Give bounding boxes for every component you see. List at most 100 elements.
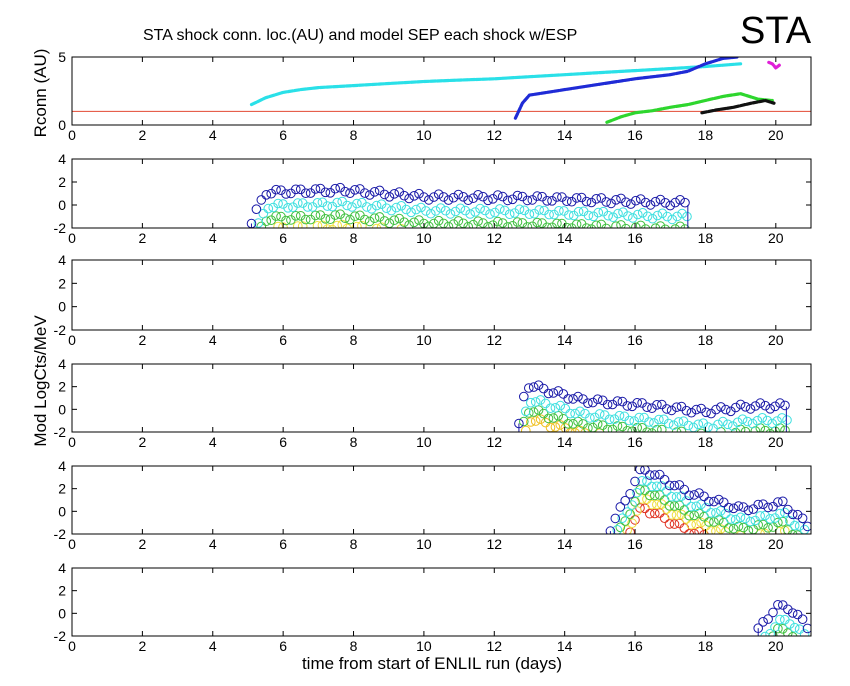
y-tick-label: 4: [58, 151, 66, 167]
sep-point: [728, 523, 739, 534]
sep-point: [661, 486, 672, 496]
sep-point: [542, 222, 552, 228]
sep-point: [553, 386, 564, 396]
sep-point: [670, 224, 680, 228]
sep-point: [350, 211, 360, 221]
sep-point: [463, 195, 474, 205]
x-tick-label: 10: [416, 536, 432, 552]
sep-point: [302, 202, 313, 212]
sep-point: [399, 190, 410, 201]
sep-point: [526, 417, 536, 427]
x-tick-label: 16: [627, 536, 643, 552]
sep-point: [669, 501, 680, 511]
sep-point: [396, 224, 407, 228]
sep-point: [760, 400, 771, 411]
sep-point: [709, 496, 719, 507]
sep-point: [785, 516, 795, 526]
sep-point: [671, 492, 682, 502]
x-tick-label: 12: [486, 536, 502, 552]
sep-point: [629, 416, 640, 426]
x-tick-label: 0: [68, 536, 76, 552]
sep-point: [273, 198, 283, 209]
rconn-series-1: [249, 62, 743, 107]
panel-frame: [71, 158, 812, 229]
sep-point: [704, 496, 714, 507]
sep-point: [322, 201, 333, 211]
sep-series-3: [615, 485, 803, 534]
sep-point: [778, 496, 788, 507]
panel-data: [72, 57, 811, 124]
sep-point: [483, 195, 493, 206]
sep-point: [602, 399, 613, 410]
sep-point: [605, 526, 616, 534]
sep-point: [504, 209, 515, 219]
sep-point: [670, 197, 681, 208]
sep-point: [645, 490, 655, 501]
x-tick-label: 16: [627, 332, 643, 348]
sep-point: [460, 205, 471, 216]
x-tick-label: 4: [209, 434, 217, 450]
sep-point: [770, 401, 780, 412]
sep-point: [543, 388, 554, 399]
sep-point: [394, 187, 405, 197]
sep-point: [493, 190, 503, 200]
sep-point: [649, 418, 659, 428]
sep-point: [583, 423, 593, 432]
sep-point: [650, 490, 660, 501]
sep-point: [310, 184, 321, 194]
sep-point: [711, 526, 721, 534]
sep-point: [360, 214, 370, 225]
rconn-series-2: [513, 57, 739, 120]
sep-point: [261, 190, 272, 200]
sep-point: [799, 629, 810, 636]
sep-point: [637, 494, 647, 504]
sep-point: [550, 403, 561, 413]
sep-point: [519, 391, 529, 402]
sep-point: [647, 481, 657, 492]
sep-point: [696, 517, 706, 528]
sep-point: [760, 631, 770, 636]
x-tick-label: 12: [486, 332, 502, 348]
sep-point: [340, 186, 350, 197]
sep-point: [535, 395, 546, 405]
sep-point: [592, 419, 603, 429]
sep-point: [758, 499, 768, 510]
x-tick-label: 12: [486, 230, 502, 246]
sep-point: [664, 501, 675, 511]
sep-point: [625, 509, 635, 520]
panel-frame: [71, 56, 812, 126]
sep-point: [512, 217, 523, 227]
sep-point: [740, 402, 751, 412]
sep-point: [573, 391, 583, 402]
sep-point: [478, 218, 488, 228]
sep-point: [633, 209, 643, 220]
sep-point: [609, 414, 620, 425]
sep-point: [637, 476, 647, 486]
sep-point: [683, 420, 694, 431]
sep-point: [775, 614, 785, 625]
sep-point: [644, 417, 654, 427]
sep-point: [657, 424, 667, 432]
sep-point: [748, 524, 759, 534]
x-tick-label: 14: [557, 434, 573, 450]
sep-point: [681, 405, 692, 416]
sep-point: [689, 490, 700, 500]
sep-point: [612, 525, 623, 534]
sep-point: [438, 218, 449, 228]
sep-point: [655, 194, 666, 205]
sep-point: [778, 516, 788, 527]
sep-point: [730, 427, 741, 432]
sep-series-3: [256, 209, 690, 228]
figure-title: STA shock conn. loc.(AU) and model SEP e…: [143, 27, 577, 44]
sep-point: [642, 427, 652, 432]
sep-point: [622, 426, 633, 432]
sep-point: [716, 506, 726, 516]
sep-point: [718, 497, 729, 508]
sep-point: [750, 401, 761, 411]
sep-point: [607, 399, 618, 410]
sep-point: [419, 192, 429, 202]
sep-point: [352, 198, 362, 209]
panel-data: [753, 600, 811, 636]
sep-point: [583, 210, 594, 221]
sep-point: [601, 223, 611, 228]
